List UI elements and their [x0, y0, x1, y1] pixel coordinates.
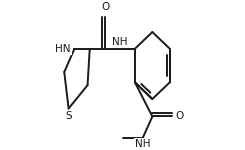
Text: S: S: [65, 111, 72, 121]
Text: NH: NH: [112, 36, 127, 46]
Text: HN: HN: [55, 44, 71, 54]
Text: O: O: [175, 111, 183, 122]
Text: O: O: [101, 2, 109, 12]
Text: NH: NH: [135, 139, 151, 149]
